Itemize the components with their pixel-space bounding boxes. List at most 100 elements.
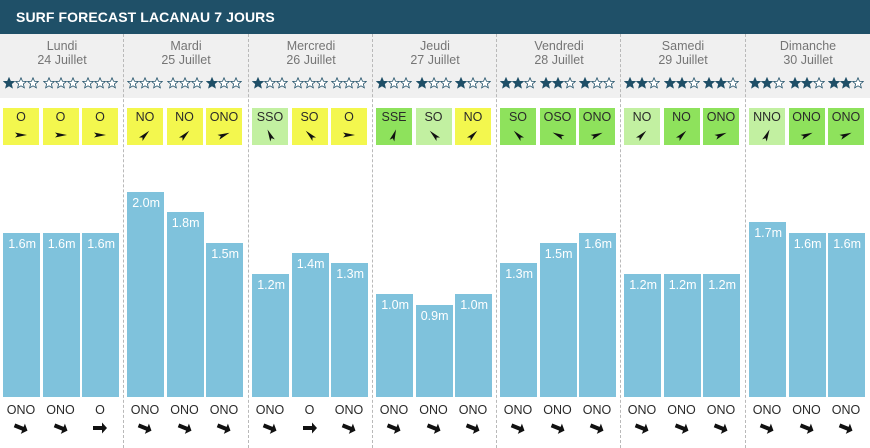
rating-stars	[578, 77, 616, 91]
wave-height-bar: 0.9m	[415, 305, 453, 397]
star-filled-icon	[252, 77, 264, 89]
star-empty-icon	[178, 77, 191, 89]
day-column: Lundi 24 Juillet	[0, 34, 124, 448]
star-empty-icon	[427, 77, 440, 89]
swell-direction-label: ONO	[209, 403, 239, 417]
rating-stars	[81, 77, 119, 91]
wave-height-label: 1.3m	[505, 267, 533, 281]
wind-arrow-icon	[839, 132, 852, 140]
swell-arrow-icon	[341, 423, 356, 434]
wind-direction-label: ONO	[209, 110, 239, 124]
wind-arrow-icon	[552, 132, 564, 140]
wave-height-bar: 1.6m	[579, 233, 616, 397]
wind-arrow-icon	[513, 130, 525, 142]
wind-direction-label: NO	[632, 110, 652, 124]
rating-stars	[205, 77, 243, 91]
day-date: 30 Juillet	[783, 53, 833, 67]
wind-arrow-icon	[305, 130, 316, 142]
rating-stars	[2, 77, 40, 91]
wind-arrow-icon	[178, 130, 189, 142]
wind-direction-label: SO	[424, 110, 443, 124]
wave-height-bar: 1.0m	[455, 294, 492, 397]
swell-arrow-icon	[759, 423, 774, 434]
wind-arrow-icon	[675, 130, 686, 142]
wind-arrow-icon	[343, 132, 355, 138]
day-separator	[123, 34, 124, 448]
wind-box: O	[82, 108, 118, 145]
star-filled-icon	[663, 77, 676, 89]
wave-height-label: 1.6m	[833, 237, 861, 251]
day-date: 26 Juillet	[286, 53, 336, 67]
wave-height-bar: 1.5m	[206, 243, 243, 397]
swell-arrow-icon	[216, 423, 231, 434]
rating-stars	[623, 77, 661, 91]
star-filled-icon	[3, 77, 15, 89]
wave-height-label: 1.0m	[460, 298, 488, 312]
wave-height-bar: 1.2m	[703, 274, 740, 397]
swell-direction-label: ONO	[334, 403, 364, 417]
wind-box: NO	[624, 108, 660, 145]
star-empty-icon	[276, 77, 288, 89]
swell-arrow-icon	[510, 423, 525, 434]
wind-box: NNO	[749, 108, 785, 145]
wave-height-bar: 1.2m	[663, 274, 701, 397]
wind-direction-label: NO	[135, 110, 155, 124]
wind-box: O	[331, 108, 367, 145]
day-date: 25 Juillet	[161, 53, 211, 67]
wind-direction-label: O	[344, 110, 354, 124]
wind-direction-label: O	[16, 110, 26, 124]
day-date: 27 Juillet	[410, 53, 460, 67]
wind-direction-label: ONO	[792, 110, 821, 124]
star-filled-icon	[206, 77, 218, 89]
star-filled-icon	[749, 77, 761, 89]
wind-direction-label: O	[95, 110, 105, 124]
star-filled-icon	[675, 77, 688, 89]
star-empty-icon	[400, 77, 412, 89]
wave-height-bar: 1.6m	[3, 233, 40, 397]
wind-direction-label: ONO	[582, 110, 612, 124]
day-date: 24 Juillet	[37, 53, 87, 67]
rating-stars	[748, 77, 786, 91]
wave-height-bar: 1.6m	[828, 233, 865, 397]
wind-box: SSE	[376, 108, 412, 145]
wind-box: O	[3, 108, 39, 145]
swell-direction-label: ONO	[170, 403, 199, 417]
wind-arrow-icon	[429, 130, 440, 142]
wind-arrow-icon	[94, 132, 106, 138]
star-empty-icon	[27, 77, 39, 89]
wind-arrow-icon	[714, 132, 727, 140]
wind-direction-label: ONO	[831, 110, 861, 124]
wave-height-label: 1.2m	[708, 278, 736, 292]
day-separator	[248, 34, 249, 448]
wind-box: NO	[455, 108, 491, 145]
day-column: Dimanche 30 Juillet	[746, 34, 870, 448]
swell-direction-label: ONO	[503, 403, 533, 417]
wave-height-bar: 1.2m	[252, 274, 289, 397]
wind-box: SO	[291, 108, 328, 145]
wind-arrow-icon	[389, 129, 397, 142]
wind-box: ONO	[828, 108, 864, 145]
star-empty-icon	[230, 77, 242, 89]
star-empty-icon	[303, 77, 316, 89]
day-column: Mardi 25 Juillet	[124, 34, 248, 448]
wind-arrow-icon	[762, 129, 770, 142]
rating-stars	[663, 77, 701, 91]
wind-arrow-icon	[590, 132, 603, 140]
wave-height-label: 1.6m	[8, 237, 36, 251]
star-empty-icon	[648, 77, 660, 89]
wind-arrow-icon	[635, 130, 647, 142]
swell-direction-label: ONO	[46, 403, 75, 417]
wave-height-label: 1.6m	[47, 237, 76, 251]
wave-height-bar: 1.7m	[749, 222, 786, 397]
swell-direction-label: ONO	[627, 403, 657, 417]
swell-arrow-icon	[550, 423, 564, 434]
star-filled-icon	[500, 77, 512, 89]
day-column: Samedi 29 Juillet	[621, 34, 745, 448]
rating-stars	[454, 77, 492, 91]
swell-direction-label: ONO	[6, 403, 36, 417]
swell-arrow-icon	[93, 422, 107, 434]
star-empty-icon	[54, 77, 67, 89]
wind-direction-label: NO	[463, 110, 483, 124]
rating-stars	[827, 77, 865, 91]
rating-stars	[291, 77, 329, 91]
